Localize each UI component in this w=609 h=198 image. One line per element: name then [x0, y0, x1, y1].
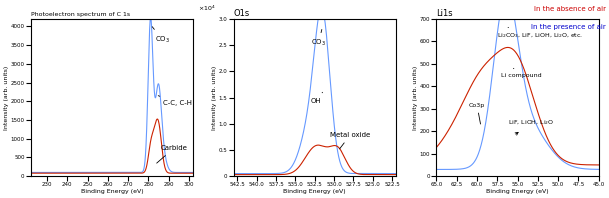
X-axis label: Binding Energy (eV): Binding Energy (eV) [283, 189, 346, 194]
Text: In the presence of air: In the presence of air [531, 24, 606, 30]
Text: CO$_3$: CO$_3$ [152, 27, 170, 45]
Text: $\times10^4$: $\times10^4$ [198, 4, 216, 13]
Text: C-C, C-H: C-C, C-H [158, 96, 192, 106]
X-axis label: Binding Energy (eV): Binding Energy (eV) [80, 189, 143, 194]
Text: OH: OH [311, 92, 323, 104]
Text: O1s: O1s [234, 9, 250, 18]
X-axis label: Binding Energy (eV): Binding Energy (eV) [486, 189, 549, 194]
Text: Li$_2$CO$_3$, LiF, LiOH, Li$_2$O, etc.: Li$_2$CO$_3$, LiF, LiOH, Li$_2$O, etc. [498, 27, 583, 40]
Text: In the absence of air: In the absence of air [534, 6, 606, 12]
Y-axis label: Intensity (arb. units): Intensity (arb. units) [4, 65, 9, 130]
Text: Li compound: Li compound [501, 68, 542, 78]
Text: Metal oxide: Metal oxide [330, 132, 370, 149]
Text: Li1s: Li1s [437, 9, 453, 18]
Text: Co3p: Co3p [469, 103, 485, 124]
Text: CO$_3$: CO$_3$ [311, 30, 326, 48]
Text: Photoelectron spectrum of C 1s: Photoelectron spectrum of C 1s [31, 12, 130, 17]
Text: Carbide: Carbide [157, 145, 188, 163]
Text: LiF, LiOH, Li$_2$O: LiF, LiOH, Li$_2$O [508, 119, 554, 135]
Y-axis label: Intensity (arb. units): Intensity (arb. units) [414, 65, 418, 130]
Y-axis label: Intensity (arb. units): Intensity (arb. units) [212, 65, 217, 130]
